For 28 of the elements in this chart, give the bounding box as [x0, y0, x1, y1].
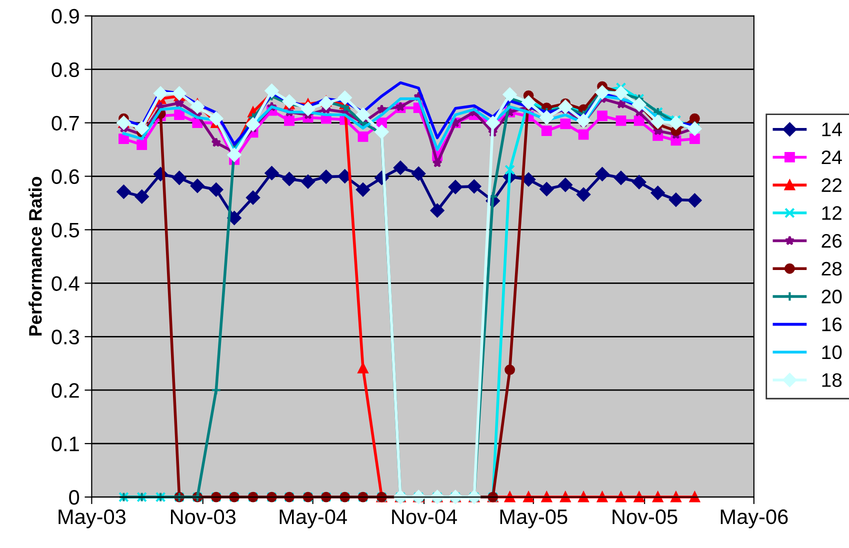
x-tick-label: Nov-03	[171, 509, 236, 524]
x-tick-label: Nov-04	[392, 509, 457, 524]
legend-label: 16	[822, 318, 842, 332]
y-tick-label: 0.2	[52, 383, 79, 398]
y-tick-label: 0.7	[52, 116, 79, 131]
legend-label: 10	[822, 345, 842, 360]
y-tick-label: 0.1	[52, 436, 79, 452]
y-tick-label: 0.8	[52, 62, 79, 78]
y-tick-label: 0.3	[52, 330, 79, 344]
y-tick-label: 0.6	[52, 169, 79, 184]
legend-label: 18	[822, 373, 842, 387]
x-tick-label: Nov-05	[612, 509, 678, 524]
legend-label: 14	[822, 122, 842, 136]
y-tick-label: 0.9	[52, 8, 79, 24]
x-tick-label: May-03	[58, 509, 126, 528]
y-axis-title: Performance Ratio	[28, 176, 42, 336]
legend-label: 28	[822, 262, 842, 276]
x-tick-label: May-05	[500, 509, 568, 528]
legend-label: 24	[822, 150, 842, 164]
y-tick-label: 0.5	[52, 222, 80, 238]
x-tick-label: May-04	[280, 509, 347, 528]
legend-label: 22	[822, 178, 842, 192]
legend-label: 26	[822, 234, 842, 248]
x-tick-label: May-06	[720, 509, 788, 528]
y-tick-label: 0.4	[52, 276, 80, 291]
y-tick-label: 0	[69, 490, 80, 505]
legend-label: 12	[822, 206, 842, 220]
legend-label: 20	[822, 290, 842, 304]
